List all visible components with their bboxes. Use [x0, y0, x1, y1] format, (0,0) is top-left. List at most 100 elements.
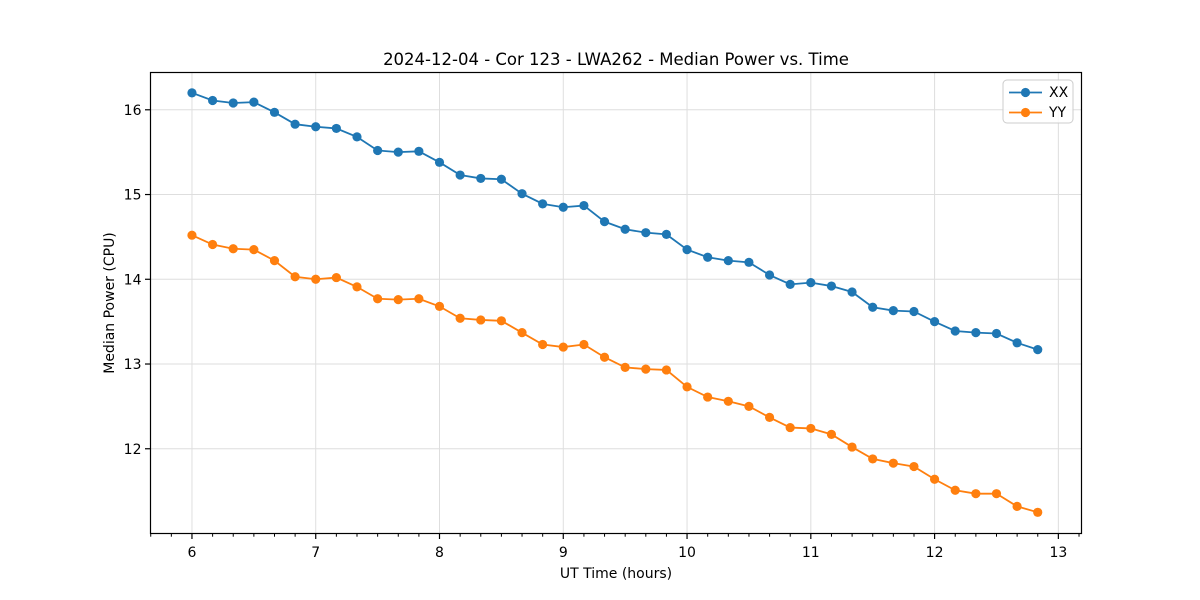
data-point-marker [929, 474, 940, 484]
data-point-marker [414, 146, 424, 156]
data-point-marker [455, 170, 465, 180]
data-point-marker [764, 270, 775, 280]
data-point-marker [950, 485, 960, 495]
data-point-marker [682, 245, 692, 255]
data-point-marker [785, 279, 795, 289]
data-point-marker [373, 294, 383, 304]
data-point-marker [558, 342, 568, 352]
data-point-marker [661, 229, 672, 239]
data-point-marker [434, 301, 445, 311]
data-point-marker [187, 88, 197, 98]
data-series [187, 88, 1043, 517]
data-point-marker [393, 147, 403, 157]
data-point-marker [352, 132, 362, 142]
data-point-marker [455, 313, 465, 323]
data-point-marker [476, 315, 486, 325]
y-tick-label: 15 [124, 188, 142, 204]
data-point-marker [393, 295, 403, 305]
data-point-marker [929, 317, 940, 327]
legend-marker-icon-yy [1020, 107, 1031, 118]
series-XX [187, 88, 1043, 355]
data-point-marker [620, 362, 630, 373]
data-point-marker [661, 365, 672, 375]
data-point-marker [744, 401, 754, 411]
x-tick-label: 9 [559, 545, 568, 561]
legend: XX YY [1002, 79, 1074, 124]
data-point-marker [207, 95, 218, 106]
data-point-marker [641, 364, 651, 374]
data-point-marker [599, 217, 610, 227]
plot-border [149, 71, 1083, 535]
x-tick-label: 8 [435, 545, 444, 561]
data-point-marker [352, 282, 362, 292]
data-point-marker [414, 294, 424, 304]
data-point-marker [496, 316, 506, 326]
legend-item-yy: YY [1009, 105, 1067, 121]
data-point-marker [888, 458, 898, 468]
y-tick-label: 12 [124, 442, 142, 458]
data-point-marker [207, 239, 218, 250]
data-point-marker [1033, 345, 1043, 355]
data-point-marker [538, 339, 548, 350]
x-tick-label: 7 [311, 545, 320, 561]
data-point-marker [847, 287, 857, 297]
data-point-marker [558, 202, 568, 212]
gridlines [150, 72, 1082, 534]
series-YY [187, 230, 1043, 517]
data-point-marker [249, 97, 259, 107]
data-point-marker [434, 157, 445, 167]
data-point-marker [744, 257, 754, 267]
x-tick-label: 10 [678, 545, 696, 561]
data-point-marker [703, 392, 713, 402]
data-point-marker [290, 272, 300, 282]
y-tick-label: 14 [124, 272, 142, 288]
data-point-marker [806, 278, 816, 288]
data-point-marker [909, 306, 919, 317]
data-point-marker [723, 256, 733, 266]
x-tick-label: 12 [926, 545, 944, 561]
y-tick-label: 16 [124, 103, 142, 119]
data-point-marker [971, 489, 981, 499]
data-point-marker [991, 489, 1002, 499]
data-point-marker [496, 174, 506, 184]
data-point-marker [311, 122, 321, 132]
x-tick-label: 13 [1049, 545, 1067, 561]
data-point-marker [1012, 501, 1022, 511]
chart-title: 2024-12-04 - Cor 123 - LWA262 - Median P… [383, 50, 849, 69]
legend-marker-icon-xx [1020, 87, 1031, 98]
data-point-marker [269, 256, 280, 266]
x-tick-label: 6 [188, 545, 197, 561]
legend-label-xx: XX [1049, 85, 1069, 101]
data-point-marker [331, 272, 341, 283]
data-point-marker [517, 189, 527, 199]
data-point-marker [620, 224, 630, 234]
data-point-marker [806, 423, 816, 434]
data-point-marker [517, 328, 527, 338]
axes: 6 7 8 9 10 11 12 13 12 13 14 15 16 [124, 71, 1083, 561]
data-point-marker [538, 199, 548, 209]
data-point-marker [331, 123, 341, 134]
data-point-marker [1012, 338, 1022, 348]
data-point-marker [290, 119, 300, 129]
data-point-marker [826, 429, 837, 439]
data-point-marker [682, 382, 692, 392]
data-point-marker [991, 328, 1002, 339]
data-point-marker [909, 461, 919, 472]
data-point-marker [971, 328, 981, 338]
axis-ticks: 6 7 8 9 10 11 12 13 12 13 14 15 16 [124, 103, 1080, 561]
data-point-marker [1033, 507, 1043, 517]
x-tick-label: 11 [802, 545, 820, 561]
data-point-marker [373, 145, 383, 156]
data-point-marker [579, 339, 589, 350]
data-point-marker [599, 352, 610, 362]
data-point-marker [228, 244, 238, 254]
data-point-marker [249, 245, 259, 255]
data-point-marker [950, 326, 960, 336]
legend-item-xx: XX [1009, 85, 1069, 101]
data-point-marker [228, 98, 238, 108]
x-axis-label: UT Time (hours) [560, 566, 672, 582]
data-point-marker [888, 306, 898, 316]
data-point-marker [187, 230, 197, 240]
